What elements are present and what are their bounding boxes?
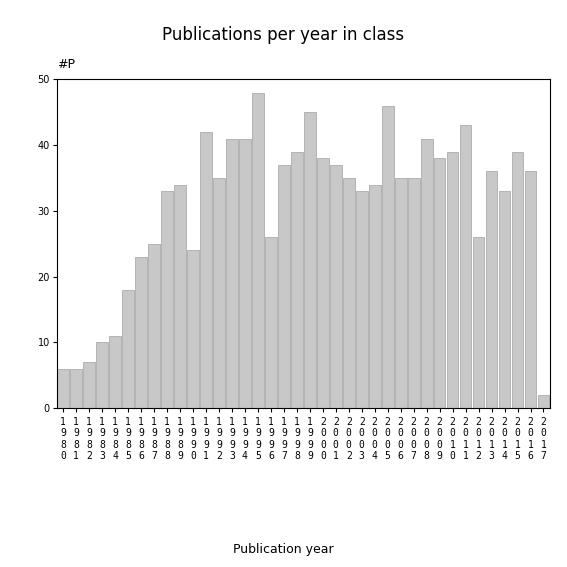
Bar xyxy=(304,112,316,408)
Text: #P: #P xyxy=(57,58,75,71)
Bar xyxy=(252,92,264,408)
Bar xyxy=(239,138,251,408)
Bar xyxy=(226,138,238,408)
Bar xyxy=(369,185,380,408)
Bar xyxy=(499,191,510,408)
Bar xyxy=(109,336,121,408)
Bar xyxy=(83,362,95,408)
Bar xyxy=(524,171,536,408)
Bar xyxy=(200,132,212,408)
Bar xyxy=(161,191,173,408)
Bar xyxy=(421,138,433,408)
Bar xyxy=(408,178,420,408)
Bar xyxy=(343,178,354,408)
Bar xyxy=(473,237,484,408)
Bar xyxy=(395,178,407,408)
Bar xyxy=(538,395,549,408)
Bar xyxy=(57,369,69,408)
Bar xyxy=(511,152,523,408)
Bar xyxy=(136,257,147,408)
Bar xyxy=(291,152,303,408)
Bar xyxy=(174,185,186,408)
Bar xyxy=(382,105,393,408)
Bar xyxy=(122,290,134,408)
Bar xyxy=(356,191,367,408)
Bar xyxy=(460,125,471,408)
Bar xyxy=(434,158,446,408)
Bar xyxy=(96,342,108,408)
Bar xyxy=(447,152,459,408)
Bar xyxy=(265,237,277,408)
Text: Publications per year in class: Publications per year in class xyxy=(162,26,405,44)
Bar xyxy=(70,369,82,408)
Bar xyxy=(187,251,199,408)
Bar xyxy=(278,165,290,408)
Text: Publication year: Publication year xyxy=(233,543,334,556)
Bar xyxy=(148,244,160,408)
Bar xyxy=(213,178,225,408)
Bar xyxy=(330,165,342,408)
Bar xyxy=(317,158,329,408)
Bar xyxy=(486,171,497,408)
